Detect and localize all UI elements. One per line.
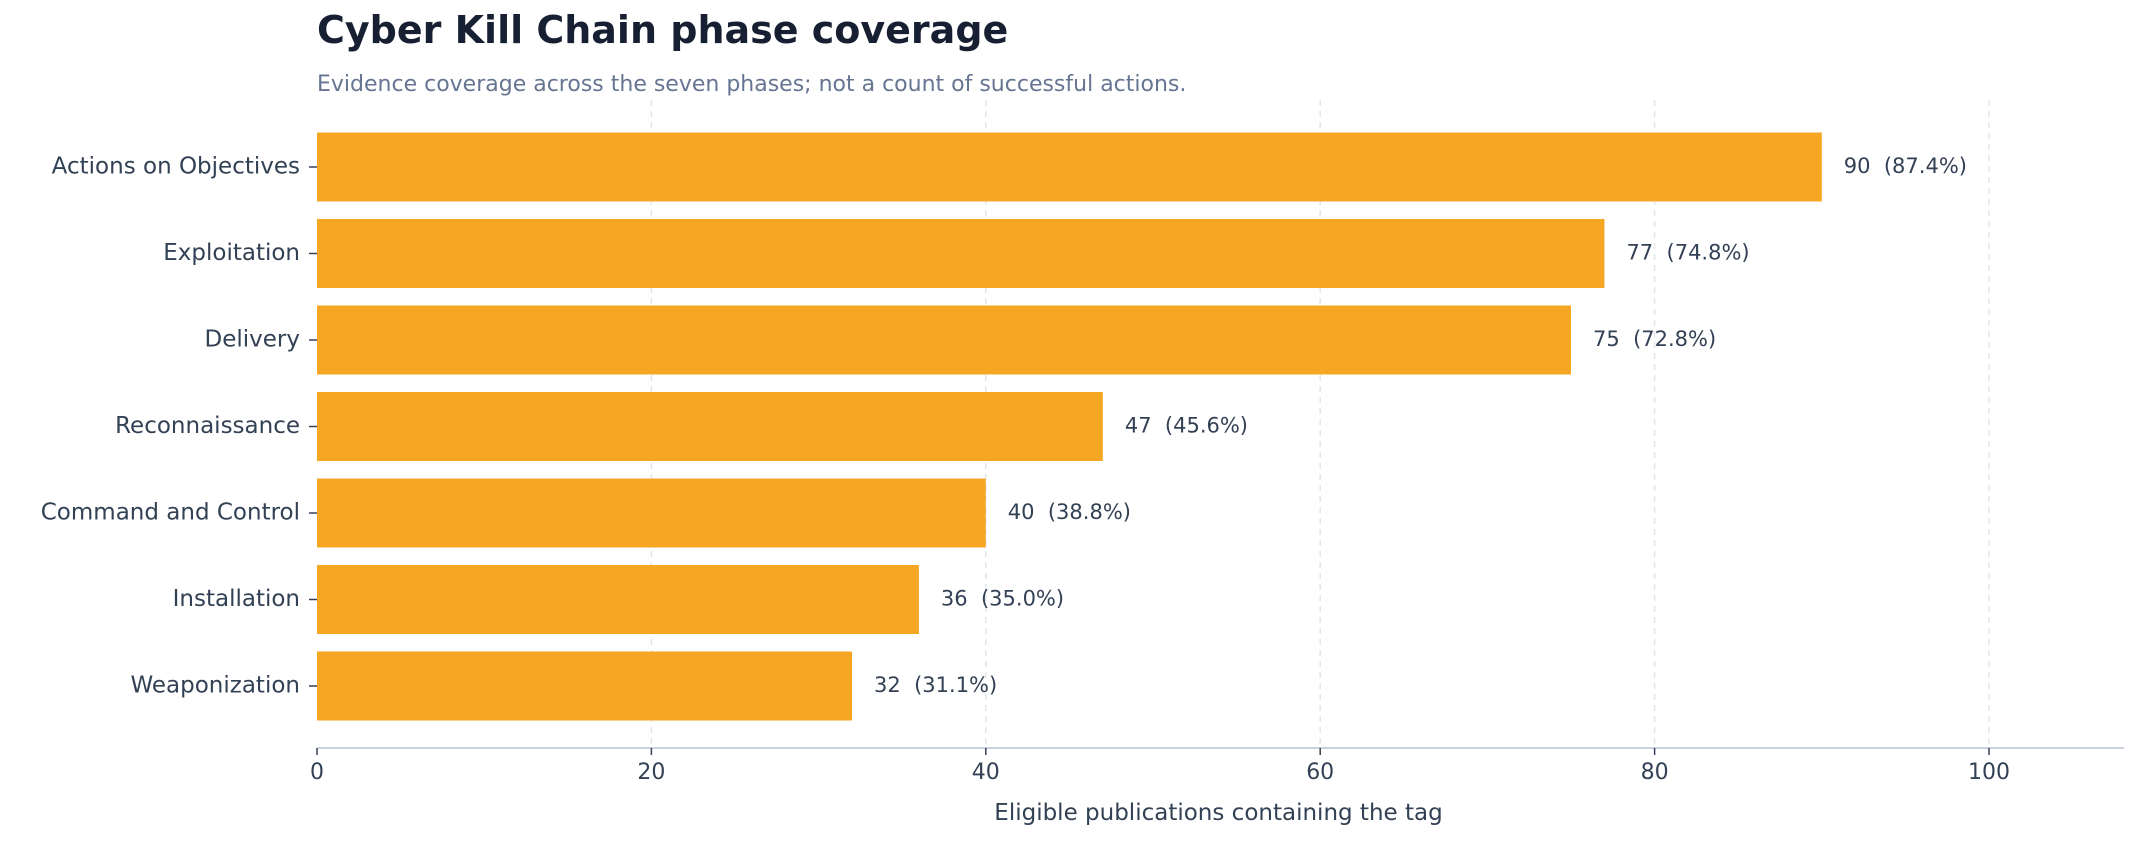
bar <box>317 132 1822 202</box>
bar <box>317 305 1571 375</box>
bar <box>317 565 919 634</box>
bar <box>317 651 853 721</box>
x-tick-label: 0 <box>310 760 324 785</box>
bar <box>317 219 1605 288</box>
bar <box>317 392 1103 461</box>
y-tick-label: Weaponization <box>130 673 300 699</box>
x-tick-label: 80 <box>1641 760 1669 785</box>
data-label: 40 (38.8%) <box>1008 500 1131 524</box>
x-tick-label: 40 <box>972 760 1000 785</box>
y-tick-label: Installation <box>173 586 300 612</box>
data-label: 47 (45.6%) <box>1125 414 1248 438</box>
bar <box>317 478 986 548</box>
data-label: 90 (87.4%) <box>1844 154 1967 178</box>
data-label: 36 (35.0%) <box>941 587 1064 611</box>
y-tick-label: Exploitation <box>163 240 300 266</box>
x-axis-title: Eligible publications containing the tag <box>994 800 1442 826</box>
data-label: 32 (31.1%) <box>874 673 997 697</box>
y-tick-label: Command and Control <box>41 500 300 526</box>
y-tick-label: Actions on Objectives <box>52 154 300 180</box>
x-tick-label: 60 <box>1306 760 1334 785</box>
chart-title: Cyber Kill Chain phase coverage <box>317 8 1009 52</box>
chart-subtitle: Evidence coverage across the seven phase… <box>317 72 1187 97</box>
y-tick-label: Reconnaissance <box>115 413 300 439</box>
y-tick-label: Delivery <box>205 327 300 353</box>
x-tick-label: 100 <box>1968 760 2010 785</box>
data-label: 77 (74.8%) <box>1626 241 1749 265</box>
data-label: 75 (72.8%) <box>1593 327 1716 351</box>
x-tick-label: 20 <box>637 760 665 785</box>
